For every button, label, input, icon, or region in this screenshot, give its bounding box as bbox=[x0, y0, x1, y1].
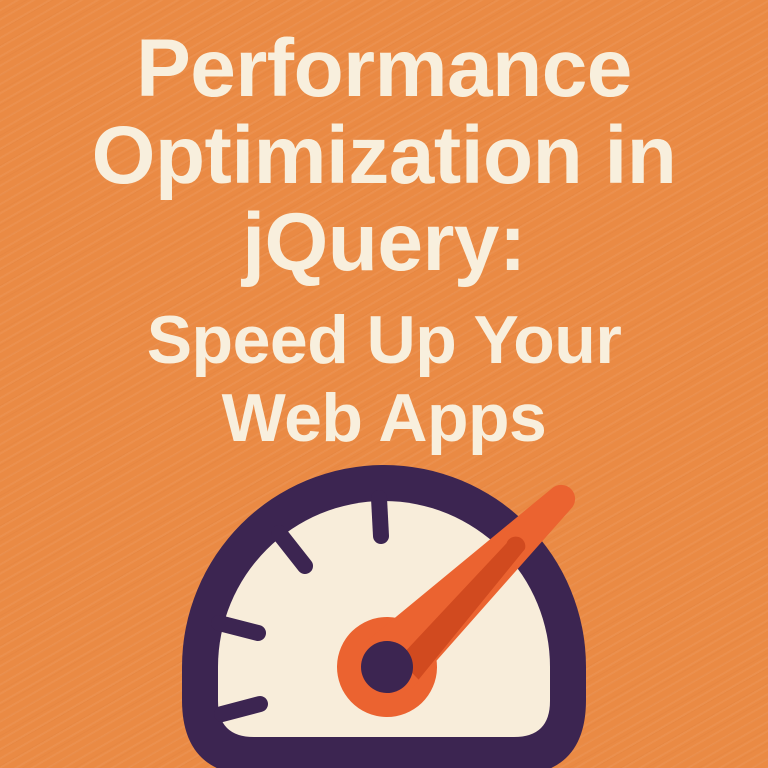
title-line-2: Optimization in bbox=[91, 109, 677, 201]
needle-shadow-stripe bbox=[398, 536, 526, 680]
page-subtitle: Speed Up Your Web Apps bbox=[0, 301, 768, 457]
header: Performance Optimization in jQuery: Spee… bbox=[0, 23, 768, 457]
tick-mark-left bbox=[211, 615, 266, 641]
subtitle-line-1: Speed Up Your bbox=[146, 301, 622, 378]
needle-icon bbox=[337, 484, 576, 717]
title-line-1: Performance bbox=[136, 23, 632, 114]
tick-mark-upper-left bbox=[271, 525, 313, 574]
tick-mark-top bbox=[371, 490, 389, 544]
page-title: Performance Optimization in jQuery: bbox=[0, 23, 768, 288]
tick-marks bbox=[211, 490, 389, 722]
tick-mark-lower-left bbox=[214, 696, 268, 722]
needle-hub-center bbox=[361, 641, 413, 693]
title-line-3: jQuery: bbox=[242, 196, 526, 288]
subtitle-line-2: Web Apps bbox=[221, 379, 547, 456]
